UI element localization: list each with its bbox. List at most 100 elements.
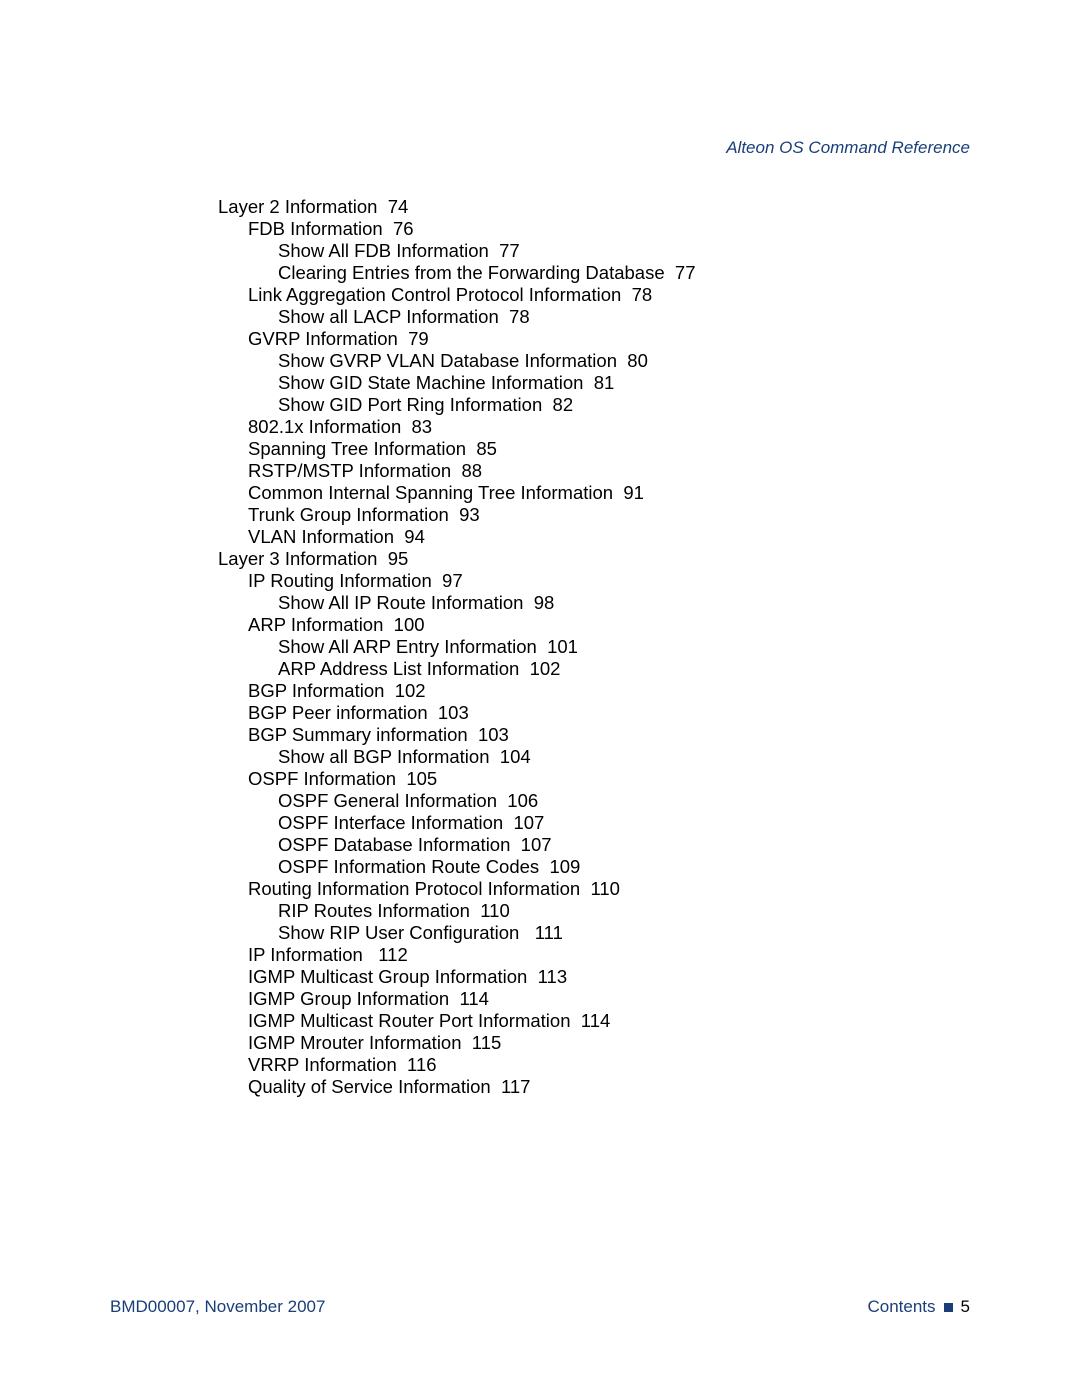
toc-entry-page: 104 [500,746,531,767]
toc-entry: Show All FDB Information 77 [218,240,958,262]
toc-entry-title: VRRP Information [248,1054,397,1075]
toc-entry: VLAN Information 94 [218,526,958,548]
toc-entry: Quality of Service Information 117 [218,1076,958,1098]
toc-entry-title: IP Information [248,944,368,965]
toc-entry-title: Trunk Group Information [248,504,449,525]
toc-entry-page: 102 [395,680,426,701]
toc-entry-title: Show all LACP Information [278,306,499,327]
toc-entry-title: RSTP/MSTP Information [248,460,451,481]
toc-entry: IGMP Mrouter Information 115 [218,1032,958,1054]
toc-entry: Link Aggregation Control Protocol Inform… [218,284,958,306]
toc-entry: OSPF Information Route Codes 109 [218,856,958,878]
toc-entry-title: OSPF General Information [278,790,497,811]
toc-entry-title: Clearing Entries from the Forwarding Dat… [278,262,665,283]
toc-entry-page: 113 [538,966,568,987]
toc-entry: RSTP/MSTP Information 88 [218,460,958,482]
toc-entry-title: Show RIP User Configuration [278,922,524,943]
toc-entry-title: OSPF Information Route Codes [278,856,539,877]
toc-entry: Clearing Entries from the Forwarding Dat… [218,262,958,284]
toc-entry: ARP Address List Information 102 [218,658,958,680]
toc-entry: Show GVRP VLAN Database Information 80 [218,350,958,372]
toc-entry-title: IGMP Multicast Group Information [248,966,527,987]
toc-entry-title: Show All FDB Information [278,240,489,261]
footer-page-number: 5 [961,1297,970,1317]
toc-entry-title: BGP Information [248,680,384,701]
toc-entry: Show All ARP Entry Information 101 [218,636,958,658]
toc-entry: GVRP Information 79 [218,328,958,350]
toc-entry-title: GVRP Information [248,328,398,349]
document-page: Alteon OS Command Reference Layer 2 Info… [0,0,1080,1397]
toc-entry-title: BGP Summary information [248,724,468,745]
toc-entry-page: 115 [472,1032,502,1053]
toc-entry-page: 85 [476,438,497,459]
toc-entry-title: Show all BGP Information [278,746,490,767]
toc-entry-title: IGMP Multicast Router Port Information [248,1010,571,1031]
toc-entry-page: 101 [547,636,578,657]
toc-entry-title: Show GID Port Ring Information [278,394,542,415]
toc-entry-page: 117 [501,1076,531,1097]
footer-section-label: Contents [867,1297,935,1317]
toc-entry-title: IGMP Mrouter Information [248,1032,462,1053]
toc-entry: Show All IP Route Information 98 [218,592,958,614]
toc-entry-page: 80 [627,350,648,371]
toc-entry: BGP Information 102 [218,680,958,702]
toc-entry: 802.1x Information 83 [218,416,958,438]
toc-entry-title: Layer 2 Information [218,196,377,217]
toc-entry: Layer 3 Information 95 [218,548,958,570]
toc-entry-title: Common Internal Spanning Tree Informatio… [248,482,613,503]
toc-entry-page: 76 [393,218,414,239]
toc-entry-title: Layer 3 Information [218,548,377,569]
toc-entry: IGMP Multicast Router Port Information 1… [218,1010,958,1032]
toc-entry-page: 82 [553,394,574,415]
toc-entry-page: 112 [378,944,408,965]
running-header: Alteon OS Command Reference [726,138,970,158]
toc-entry-page: 110 [480,900,510,921]
toc-entry-page: 95 [388,548,409,569]
toc-entry-page: 74 [388,196,409,217]
toc-entry-title: 802.1x Information [248,416,401,437]
toc-entry: Show GID Port Ring Information 82 [218,394,958,416]
toc-entry: IGMP Group Information 114 [218,988,958,1010]
toc-entry-title: Show GVRP VLAN Database Information [278,350,617,371]
toc-entry-page: 93 [459,504,480,525]
toc-entry-page: 79 [408,328,429,349]
toc-entry: IGMP Multicast Group Information 113 [218,966,958,988]
toc-entry-page: 109 [549,856,580,877]
toc-entry-title: ARP Address List Information [278,658,519,679]
toc-entry-page: 88 [462,460,483,481]
toc-entry-title: RIP Routes Information [278,900,470,921]
bullet-square-icon [944,1303,953,1312]
toc-entry-page: 114 [581,1010,611,1031]
toc-entry-title: Spanning Tree Information [248,438,466,459]
toc-entry-page: 110 [590,878,620,899]
toc-entry: RIP Routes Information 110 [218,900,958,922]
toc-entry-page: 103 [438,702,469,723]
toc-entry-page: 94 [404,526,425,547]
toc-entry-title: Show All ARP Entry Information [278,636,537,657]
toc-entry-title: IP Routing Information [248,570,432,591]
toc-entry: Routing Information Protocol Information… [218,878,958,900]
toc-entry-page: 107 [521,834,552,855]
toc-entry: IP Information 112 [218,944,958,966]
toc-entry: Spanning Tree Information 85 [218,438,958,460]
toc-entry: Common Internal Spanning Tree Informatio… [218,482,958,504]
toc-entry-title: OSPF Database Information [278,834,510,855]
toc-entry: BGP Peer information 103 [218,702,958,724]
toc-entry: OSPF General Information 106 [218,790,958,812]
toc-entry: Show GID State Machine Information 81 [218,372,958,394]
toc-entry: ARP Information 100 [218,614,958,636]
toc-entry-page: 116 [407,1054,437,1075]
toc-entry: Show RIP User Configuration 111 [218,922,958,944]
toc-entry-page: 78 [632,284,653,305]
toc-entry-page: 107 [513,812,544,833]
toc-entry: OSPF Database Information 107 [218,834,958,856]
toc-entry-title: FDB Information [248,218,383,239]
toc-entry-page: 106 [507,790,538,811]
toc-entry-title: OSPF Information [248,768,396,789]
toc-entry: Show all BGP Information 104 [218,746,958,768]
toc-entry-title: Show All IP Route Information [278,592,523,613]
table-of-contents: Layer 2 Information 74FDB Information 76… [218,196,958,1098]
toc-entry-page: 111 [535,922,563,943]
toc-entry: Trunk Group Information 93 [218,504,958,526]
toc-entry-page: 103 [478,724,509,745]
